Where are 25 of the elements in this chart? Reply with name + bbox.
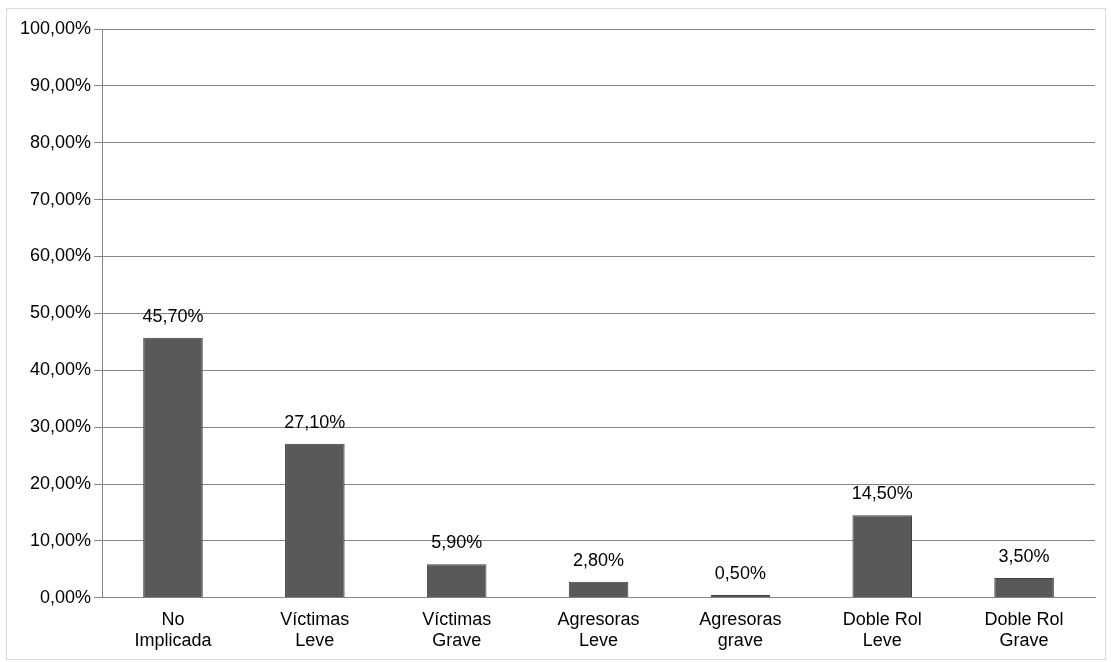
y-tick-label: 60,00%	[30, 245, 92, 266]
y-tick-label: 10,00%	[30, 529, 92, 550]
y-tick-label: 70,00%	[30, 188, 92, 209]
y-tick-label: 0,00%	[40, 586, 92, 607]
x-tick-label: Víctimas Grave	[422, 608, 492, 651]
y-tick-label: 90,00%	[30, 74, 92, 95]
data-label: 14,50%	[851, 483, 913, 504]
x-tick-label: Doble Rol Leve	[842, 608, 922, 651]
x-tick-label: No Implicada	[134, 608, 213, 651]
data-label: 0,50%	[714, 562, 766, 583]
y-tick-label: 30,00%	[30, 416, 92, 437]
data-label: 2,80%	[573, 549, 625, 570]
data-label: 5,90%	[431, 532, 483, 553]
x-tick-label: Víctimas Leve	[280, 608, 350, 651]
x-tick-label: Doble Rol Grave	[984, 608, 1064, 651]
y-tick-label: 40,00%	[30, 359, 92, 380]
x-tick-label: Agresoras grave	[699, 608, 782, 651]
data-label: 27,10%	[284, 411, 346, 432]
y-tick-label: 100,00%	[20, 17, 92, 38]
y-tick-label: 20,00%	[30, 473, 92, 494]
y-tick-label: 50,00%	[30, 302, 92, 323]
data-label: 3,50%	[998, 545, 1050, 566]
x-tick-label: Agresoras Leve	[557, 608, 640, 651]
data-label: 45,70%	[142, 305, 204, 326]
y-tick-label: 80,00%	[30, 131, 92, 152]
